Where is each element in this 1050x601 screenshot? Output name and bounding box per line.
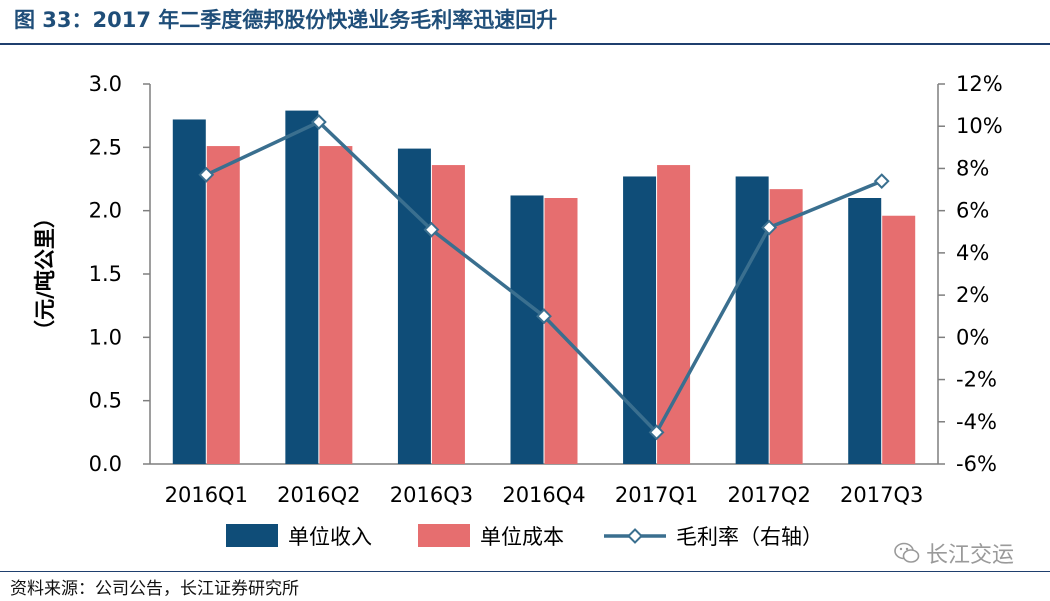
bar-cost	[657, 165, 691, 465]
bar-revenue	[397, 148, 431, 464]
bar-cost	[882, 215, 916, 464]
category-label: 2016Q1	[165, 483, 248, 507]
category-label: 2016Q4	[502, 483, 585, 507]
chart-axes	[149, 84, 939, 465]
legend-marker	[627, 528, 643, 544]
right-tick-label: -4%	[956, 410, 997, 434]
left-tick-label: 0.5	[89, 389, 122, 413]
margin-point	[873, 173, 890, 190]
chart: 0.0 0.5 1.0 1.5 2.0 2.5 3.0 -6% -4% -2% 0% 2% 4% 6% 8%…	[33, 72, 1003, 549]
bar-revenue	[510, 195, 544, 464]
left-tick-label: 0.0	[89, 452, 122, 476]
right-tick-label: 0%	[956, 325, 989, 349]
category-label: 2017Q1	[615, 483, 698, 507]
margin-point	[648, 424, 665, 441]
wechat-icon	[894, 542, 920, 563]
right-tick-label: -2%	[956, 368, 997, 392]
figure-title: 图 33：2017 年二季度德邦股份快递业务毛利率迅速回升	[14, 8, 558, 32]
source-note: 资料来源：公司公告，长江证券研究所	[10, 579, 299, 599]
category-label: 2017Q3	[840, 483, 923, 507]
bar-cost	[769, 189, 803, 464]
margin-point	[423, 221, 440, 238]
category-label: 2016Q2	[277, 483, 360, 507]
category-label: 2016Q3	[390, 483, 473, 507]
watermark-text: 长江交运	[925, 543, 1014, 568]
title-rule	[0, 43, 1050, 45]
margin-point	[536, 308, 552, 325]
bar-revenue	[735, 176, 769, 464]
right-tick-label: 12%	[956, 72, 1003, 96]
watermark: 长江交运	[894, 537, 1014, 569]
right-tick-label: -6%	[956, 452, 997, 476]
category-label: 2017Q2	[727, 483, 810, 507]
legend-swatch	[418, 524, 470, 547]
right-tick-label: 4%	[956, 241, 989, 265]
legend-swatch	[226, 524, 278, 547]
margin-point	[310, 114, 327, 130]
bar-revenue	[172, 119, 206, 464]
bar-revenue	[848, 198, 882, 464]
left-tick-label: 1.0	[89, 325, 122, 349]
bar-revenue	[623, 176, 657, 464]
margin-point	[198, 166, 215, 183]
left-tick-label: 1.5	[89, 262, 122, 286]
margin-point	[761, 219, 778, 236]
bar-cost	[206, 146, 240, 465]
left-tick-label: 2.5	[89, 135, 122, 159]
chart-ticks: 0.0 0.5 1.0 1.5 2.0 2.5 3.0 -6% -4% -2% 0% 2% 4% 6% 8%…	[33, 72, 1003, 507]
footer-rule	[0, 571, 1050, 572]
bar-cost	[544, 198, 578, 464]
left-tick-label: 2.0	[89, 199, 122, 223]
bar-cost	[431, 165, 465, 465]
y-axis-label: （元/吨公里）	[33, 207, 57, 341]
chart-legend: 单位收入 单位成本 毛利率（右轴）	[226, 524, 823, 549]
legend-label: 单位成本	[480, 525, 564, 549]
chart-bars	[172, 110, 916, 465]
legend-label: 毛利率（右轴）	[676, 525, 823, 549]
bar-cost	[319, 146, 353, 465]
right-tick-label: 10%	[956, 114, 1003, 138]
legend-label: 单位收入	[288, 525, 372, 549]
bar-revenue	[285, 110, 319, 464]
chart-line	[198, 114, 890, 441]
right-tick-label: 8%	[956, 156, 989, 180]
right-tick-label: 6%	[956, 199, 989, 223]
right-tick-label: 2%	[956, 283, 989, 307]
left-tick-label: 3.0	[89, 72, 122, 96]
